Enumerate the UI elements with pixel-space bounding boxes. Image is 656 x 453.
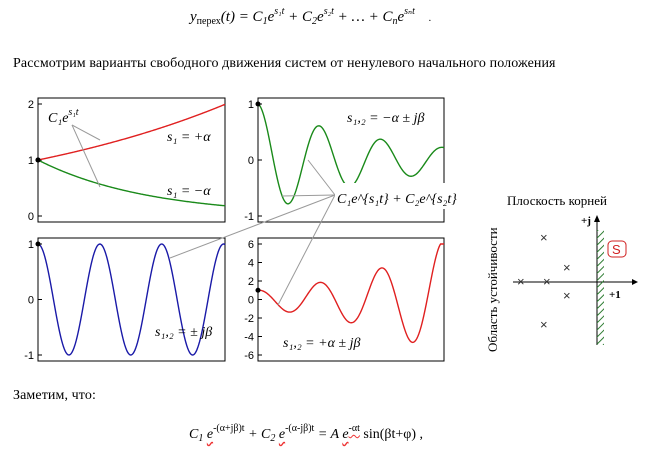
y-tick-label: 6: [248, 239, 254, 251]
root-plane: Плоскость корней Область устойчивости +j…: [485, 193, 638, 352]
series-line: [37, 159, 226, 207]
start-point: [35, 157, 41, 163]
re-axis-arrow: [632, 279, 638, 285]
leader-lines: [71, 124, 336, 306]
y-tick-label: -1: [24, 350, 34, 362]
y-tick-label: 1: [248, 99, 254, 111]
y-tick-label: -6: [244, 350, 254, 362]
root-marker: ×: [543, 274, 551, 289]
start-point: [255, 287, 261, 293]
series-line: [37, 103, 226, 161]
top-formula: yперех(t) = C1es₁t + C2es₂t + … + Cnesₙt…: [190, 6, 431, 27]
bf-c1-sub: 1: [198, 433, 204, 444]
root-marker: ×: [517, 274, 525, 289]
y-tick-label: 2: [28, 99, 34, 111]
y-tick-label: 0: [248, 295, 254, 307]
chart-bottom-right: 6 4 2 0 -2 -4 -6: [244, 239, 444, 362]
bottom-formula: C1 e-(α+jβ)t + C2 e-(α-jβ)t = A e-αt sin…: [189, 423, 423, 444]
bf-sin: sin(βt+φ) ,: [359, 427, 424, 442]
bf-e1: e: [206, 427, 214, 442]
label-s12-pure: s₁,₂ = ± jβ: [155, 325, 212, 340]
bf-exp1: -(α+jβ)t: [213, 423, 245, 434]
y-tick-label: 1: [28, 155, 34, 167]
series-line: [257, 243, 444, 344]
formula-trail: .: [428, 13, 432, 24]
y-tick-label: -4: [244, 332, 254, 344]
formula-c2-sub: 2: [312, 16, 318, 27]
label-s12-damped: s₁,₂ = −α ± jβ: [347, 111, 424, 126]
label-c1c2: C₁e^{s₁t} + C₂e^{s₂t}: [337, 192, 457, 207]
re-axis-label: +1: [609, 289, 621, 301]
start-point: [35, 241, 41, 247]
y-tick-label: 2: [248, 276, 254, 288]
root-plane-title: Плоскость корней: [507, 193, 607, 208]
bf-e2: e: [278, 427, 286, 442]
note-text: Заметим, что:: [13, 388, 96, 403]
page-heading: Рассмотрим варианты свободного движения …: [13, 56, 556, 71]
bf-c2-sub: 2: [270, 433, 276, 444]
formula-en-sup: sₙt: [404, 6, 415, 17]
bf-eq: = A: [314, 427, 343, 442]
label-c1-exp: C₁es₁t: [48, 107, 79, 126]
formula-c1-sub: 1: [262, 16, 268, 27]
y-tick-label: 0: [248, 155, 254, 167]
formula-e2-sup: s₂t: [323, 6, 334, 17]
bf-c1: C: [189, 427, 199, 442]
y-tick-label: -2: [244, 313, 254, 325]
label-s1-pos: s₁ = +α: [167, 130, 211, 145]
start-point: [255, 101, 261, 107]
formula-arg: (t) = C: [220, 9, 263, 25]
y-tick-label: 1: [28, 239, 34, 251]
stability-hatch: [597, 230, 604, 345]
bf-exp2: -(α-jβ)t: [285, 423, 315, 434]
y-tick-label: -1: [244, 211, 254, 223]
chart-top-left: 2 1 0: [28, 99, 226, 223]
formula-lhs-sub: перех: [196, 16, 221, 27]
bf-e3: e: [342, 427, 349, 442]
y-tick-label: 4: [248, 258, 254, 270]
formula-plus1: + C: [284, 9, 313, 25]
stability-label: Область устойчивости: [485, 227, 500, 352]
s-badge-label: S: [612, 242, 621, 257]
bf-plus: + C: [244, 427, 271, 442]
formula-e1-sup: s₁t: [274, 6, 285, 17]
j-axis-label: +j: [581, 215, 591, 227]
root-marker: ×: [563, 260, 571, 275]
im-axis-arrow: [594, 215, 600, 222]
y-tick-label: 0: [28, 211, 34, 223]
bf-exp3: -αt: [348, 423, 360, 434]
series-line: [37, 243, 226, 356]
formula-lhs: y: [190, 9, 197, 25]
y-tick-label: 0: [28, 295, 34, 307]
panel-frame-bottom-left: [37, 237, 226, 362]
root-marker: ×: [563, 288, 571, 303]
label-s1-neg: s₁ = −α: [167, 184, 211, 199]
root-marker: ×: [540, 230, 548, 245]
formula-ellipsis: + … + C: [333, 9, 393, 25]
chart-bottom-left: 1 0 -1: [24, 239, 226, 362]
s-badge: [607, 240, 627, 258]
formula-e1: e: [267, 9, 275, 25]
root-marker: ×: [540, 317, 548, 332]
formula-cn-sub: n: [392, 16, 398, 27]
formula-en: e: [397, 9, 405, 25]
label-s12-growing: s₁,₂ = +α ± jβ: [283, 336, 360, 351]
formula-e2: e: [317, 9, 324, 25]
